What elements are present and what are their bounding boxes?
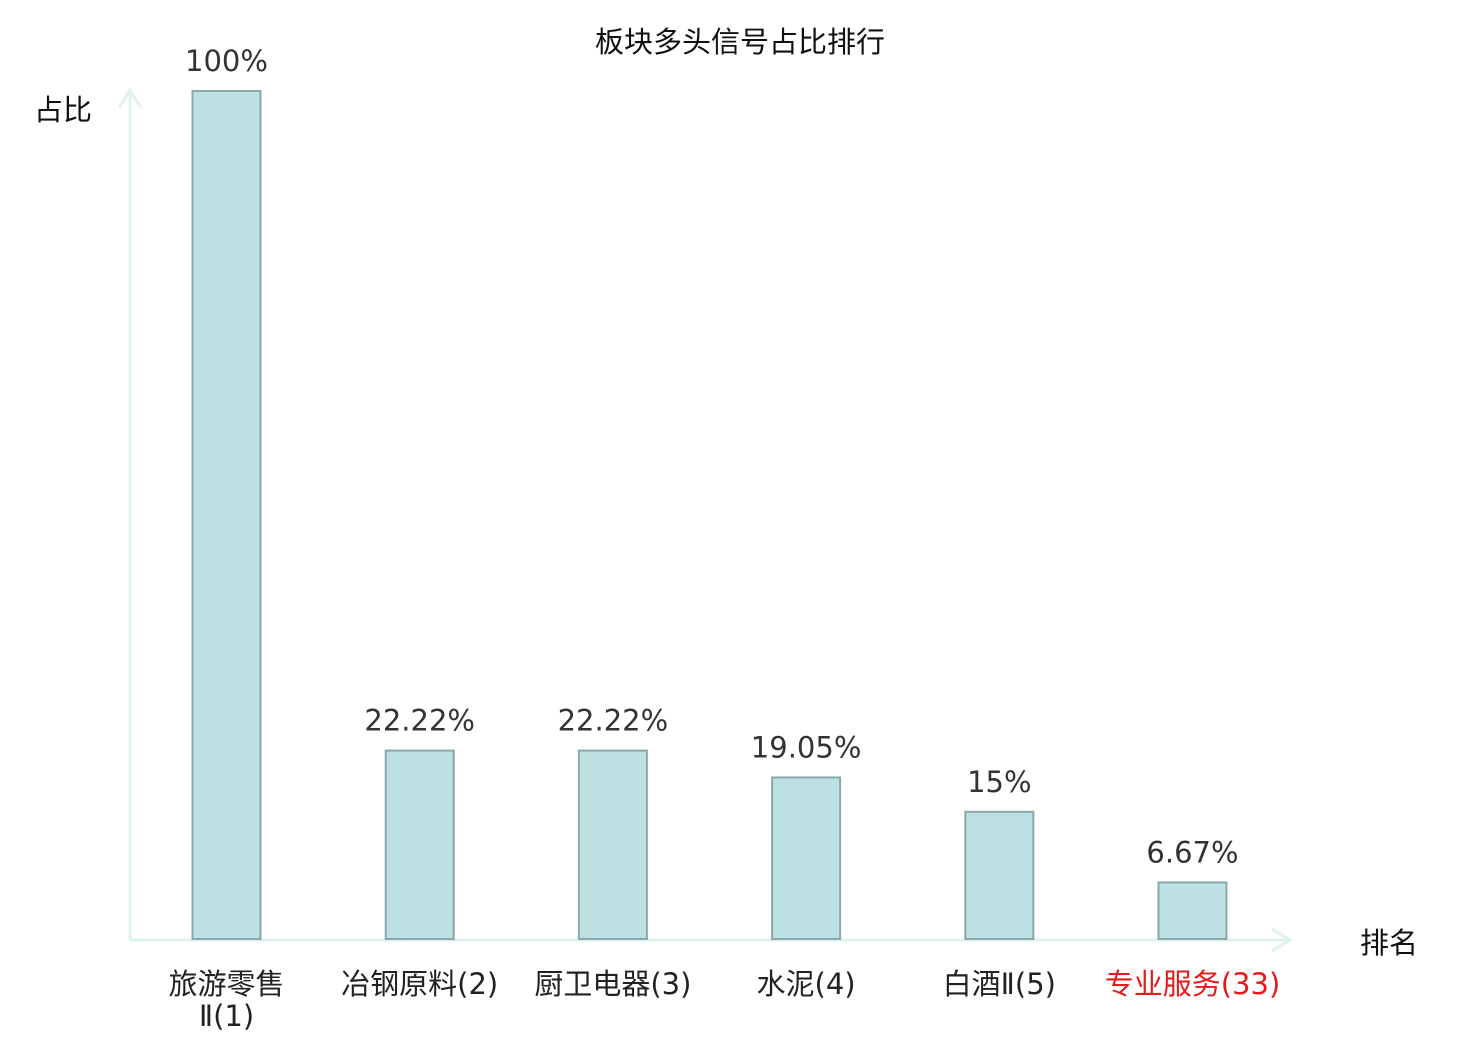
bar-6 [1157,881,1228,941]
y-axis: 占比 [34,87,143,940]
value-label-5: 15% [967,765,1031,799]
category-label-3: 厨卫电器(3) [534,967,691,1001]
category-label-6: 专业服务(33) [1105,967,1281,1001]
x-axis-arrow-icon [1271,927,1293,953]
value-label-4: 19.05% [751,730,862,764]
value-label-2: 22.22% [364,704,475,738]
chart-title: 板块多头信号占比排行 [595,25,885,59]
bar-3 [577,749,648,940]
value-label-6: 6.67% [1146,835,1238,869]
category-label-1-line-2: Ⅱ(1) [199,999,254,1033]
x-axis: 排名 [130,926,1418,960]
category-label-4: 水泥(4) [757,967,856,1001]
category-label-2: 冶钢原料(2) [341,967,498,1001]
bar-4 [771,776,842,940]
value-label-1: 100% [185,44,268,78]
x-axis-label: 排名 [1360,926,1418,960]
bar-5 [964,810,1035,940]
bar-2 [384,749,455,940]
y-axis-arrow-icon [117,87,143,109]
y-axis-label: 占比 [34,93,92,127]
category-label-1-line-1: 旅游零售 [168,967,284,1001]
category-label-5: 白酒Ⅱ(5) [943,967,1056,1001]
bar-1 [191,90,262,940]
value-label-3: 22.22% [558,704,669,738]
